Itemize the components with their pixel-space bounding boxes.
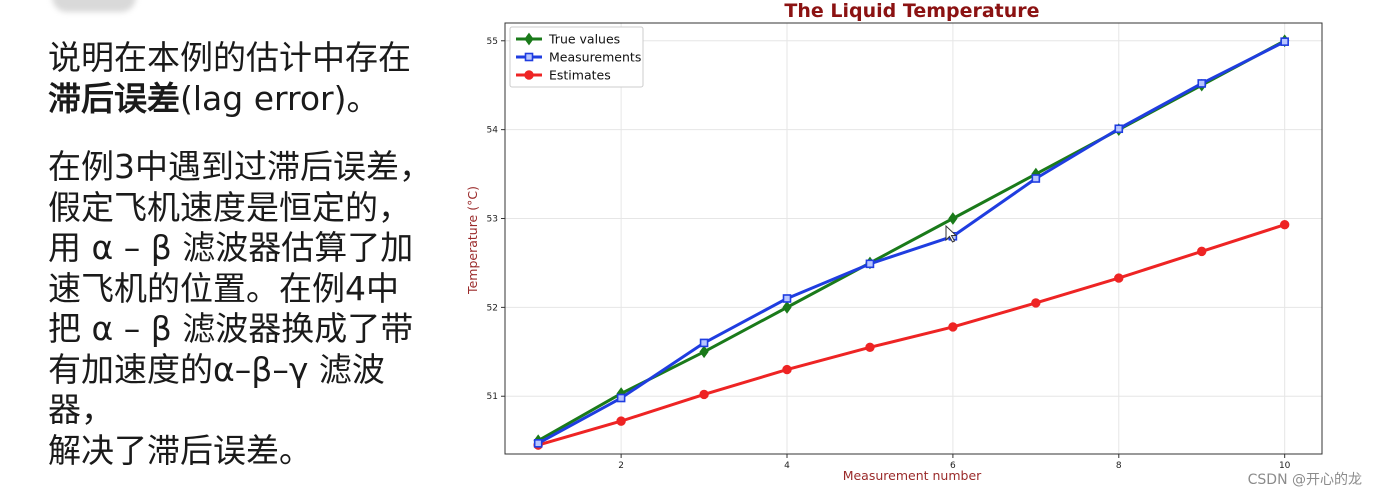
mouse-cursor-icon: [945, 224, 958, 243]
data-point-circle: [1197, 246, 1207, 257]
x-axis-ticks: 2 4 6 8 10: [618, 454, 1291, 471]
series-measurements: [533, 37, 1289, 448]
para2-line: 解决了滞后误差。: [48, 430, 312, 470]
data-point-square: [524, 52, 534, 62]
para2-line: 假定飞机速度是恒定的，: [48, 187, 411, 227]
y-tick-label: 52: [487, 303, 498, 313]
x-axis-label: Measurement number: [843, 468, 982, 483]
y-tick-label: 55: [487, 37, 498, 47]
series-line: [537, 40, 1286, 445]
series-estimates: [533, 220, 1290, 450]
watermark: CSDN @开心的龙: [1247, 472, 1362, 488]
legend-label: Measurements: [549, 50, 641, 65]
y-tick-label: 51: [487, 392, 498, 402]
data-point-circle: [699, 389, 709, 400]
chart-grid: [505, 23, 1322, 454]
paragraph-lag-error: 说明在本例的估计中存在 滞后误差(lag error)。: [48, 38, 448, 119]
data-point-diamond: [948, 212, 958, 225]
data-point-square: [865, 259, 875, 269]
data-point-square: [1197, 79, 1207, 88]
chart-title: The Liquid Temperature: [784, 0, 1039, 22]
decorative-blur: [52, 0, 136, 12]
para2-line: 速飞机的位置。在例4中: [48, 268, 399, 308]
para1-line1: 说明在本例的估计中存在: [48, 38, 411, 77]
y-axis-label: Temperature (°C): [465, 186, 480, 295]
data-point-square: [1114, 124, 1124, 134]
data-point-square: [1031, 174, 1041, 183]
data-point-square: [1280, 37, 1289, 46]
legend-item: True values: [516, 32, 620, 47]
series-line: [537, 223, 1286, 447]
data-point-circle: [1279, 220, 1290, 230]
data-point-circle: [948, 322, 958, 332]
para2-line: 有加速度的α–β–γ 滤波器，: [48, 349, 385, 430]
data-point-circle: [616, 416, 626, 426]
plot-frame: [504, 22, 1323, 455]
data-point-circle: [782, 364, 792, 375]
y-tick-label: 54: [487, 126, 499, 136]
legend-item: Estimates: [516, 68, 611, 83]
data-point-diamond: [524, 32, 534, 46]
explanation-text-panel: 说明在本例的估计中存在 滞后误差(lag error)。 在例3中遇到过滞后误差…: [48, 38, 448, 471]
legend-item: Measurements: [516, 50, 641, 65]
chart-series: [533, 34, 1290, 450]
x-tick-label: 8: [1116, 461, 1122, 471]
x-tick-label: 6: [950, 461, 956, 471]
data-point-square: [616, 393, 626, 403]
data-point-circle: [1031, 298, 1041, 308]
para2-line: 在例3中遇到过滞后误差，: [48, 147, 432, 186]
temperature-chart: The Liquid Temperature 2 4 6 8 10 51 52 53 54 55…: [465, 0, 1323, 483]
x-tick-label: 4: [784, 461, 790, 471]
data-point-square: [699, 338, 709, 348]
data-point-circle: [1114, 273, 1124, 283]
legend-box: [509, 26, 644, 88]
chart-legend: True values Measurements Estimates: [509, 26, 644, 88]
y-tick-label: 53: [487, 215, 498, 225]
y-axis-ticks: 51 52 53 54 55: [487, 37, 505, 402]
data-point-diamond: [782, 301, 792, 314]
para2-line: 用 α – β 滤波器估算了加: [48, 228, 414, 267]
data-point-circle: [865, 342, 875, 353]
x-tick-label: 2: [618, 461, 624, 471]
data-point-square: [533, 439, 543, 448]
data-point-circle: [524, 70, 534, 80]
legend-label: Estimates: [549, 68, 611, 83]
x-tick-label: 10: [1279, 461, 1291, 471]
para1-bold-term: 滞后误差: [48, 78, 180, 118]
para2-line: 把 α – β 滤波器换成了带: [48, 309, 414, 348]
data-point-square: [782, 294, 792, 303]
para1-tail: (lag error)。: [180, 78, 380, 118]
data-point-diamond: [699, 345, 709, 359]
legend-label: True values: [548, 32, 620, 47]
paragraph-example-reference: 在例3中遇到过滞后误差， 假定飞机速度是恒定的，用 α – β 滤波器估算了加 速飞…: [48, 147, 448, 471]
chart-container: The Liquid Temperature 2 4 6 8 10 51 52 53 54 55…: [455, 0, 1330, 499]
